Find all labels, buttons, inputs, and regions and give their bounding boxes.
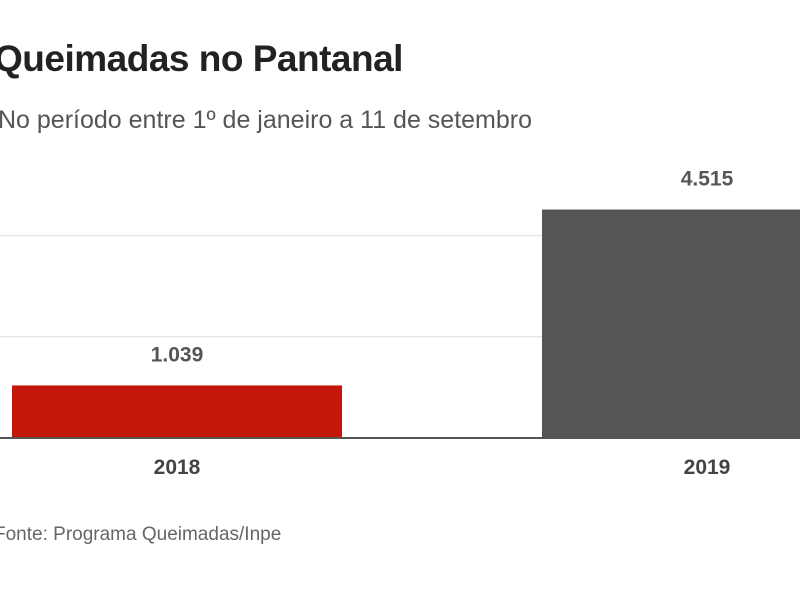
chart-subtitle-text: No período entre 1º de janeiro a 11 de s…: [0, 106, 533, 134]
bar-2019: [542, 209, 800, 438]
category-label-2018: 2018: [154, 456, 201, 479]
chart-title-text: Queimadas no Pantanal: [0, 38, 403, 79]
data-label-2019: 4.515: [681, 168, 734, 191]
category-label-2019: 2019: [684, 456, 731, 479]
chart-title: Queimadas no Pantanal: [0, 38, 403, 80]
source-text: Fonte: Programa Queimadas/Inpe: [0, 524, 282, 545]
bars: [12, 209, 800, 438]
source-note: Fonte: Programa Queimadas/Inpe: [0, 524, 281, 546]
bar-2018: [12, 385, 342, 438]
chart-subtitle: No período entre 1º de janeiro a 11 de s…: [0, 106, 532, 135]
labels: 1.039 2018 4.515 2019: [151, 168, 734, 479]
data-label-2018: 1.039: [151, 343, 204, 366]
